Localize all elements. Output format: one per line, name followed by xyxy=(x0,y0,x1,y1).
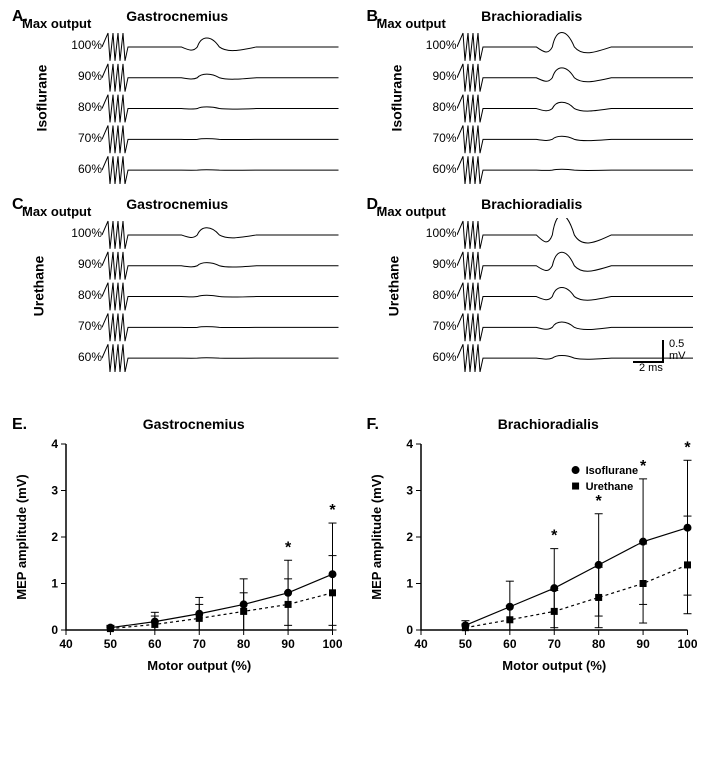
row-labels-A: Max output 100% 90% 80% 70% 60% xyxy=(42,30,102,184)
figure-root: A. Gastrocnemius Isoflurane Max output 1… xyxy=(0,0,709,758)
svg-text:*: * xyxy=(639,458,646,475)
row-label: 80% xyxy=(42,288,102,302)
row-label: 60% xyxy=(42,162,102,176)
svg-text:*: * xyxy=(329,502,336,519)
trace-svg-A xyxy=(102,30,339,184)
scalebar: 0.5 mV 2 ms xyxy=(633,340,681,374)
svg-text:Motor output (%): Motor output (%) xyxy=(147,658,251,673)
scalebar-vertical-label: 0.5 mV xyxy=(669,338,686,362)
chart-title-E: Gastrocnemius xyxy=(143,416,245,432)
panel-D: D. Brachioradialis Urethane Max output 1… xyxy=(367,196,698,376)
chart-svg-F: 0 1 2 3 4 40 50 60 70 80 90 100 Motor output (%) MEP … xyxy=(367,436,698,676)
scalebar-horizontal-label: 2 ms xyxy=(639,362,663,374)
svg-text:1: 1 xyxy=(51,577,58,591)
svg-text:3: 3 xyxy=(51,484,58,498)
chart-svg-E: 0 1 2 3 4 40 50 60 70 80 90 100 Motor output (%) MEP … xyxy=(12,436,343,676)
row-label: 90% xyxy=(42,69,102,83)
trace-svg-C xyxy=(102,218,339,372)
svg-text:4: 4 xyxy=(406,437,413,451)
svg-text:70: 70 xyxy=(193,637,207,651)
row-labels-B: Max output 100% 90% 80% 70% 60% xyxy=(397,30,457,184)
svg-text:4: 4 xyxy=(51,437,58,451)
svg-text:90: 90 xyxy=(281,637,295,651)
svg-text:MEP amplitude (mV): MEP amplitude (mV) xyxy=(14,474,29,599)
panel-letter-F: F. xyxy=(367,416,379,434)
svg-text:3: 3 xyxy=(406,484,413,498)
svg-text:Urethane: Urethane xyxy=(585,481,633,493)
svg-text:1: 1 xyxy=(406,577,413,591)
svg-text:80: 80 xyxy=(591,637,605,651)
svg-text:2: 2 xyxy=(51,530,58,544)
svg-text:*: * xyxy=(285,539,292,556)
svg-text:Isoflurane: Isoflurane xyxy=(585,465,638,477)
row-label: 60% xyxy=(397,350,457,364)
svg-text:0: 0 xyxy=(406,623,413,637)
row-label: 80% xyxy=(397,288,457,302)
row-label: 80% xyxy=(42,100,102,114)
row-label: 100% xyxy=(42,226,102,240)
svg-text:90: 90 xyxy=(636,637,650,651)
svg-text:80: 80 xyxy=(237,637,251,651)
svg-text:*: * xyxy=(551,528,558,545)
trace-svg-B xyxy=(457,30,694,184)
row-labels-C: Max output 100% 90% 80% 70% 60% xyxy=(42,218,102,372)
trace-area-B xyxy=(457,30,694,184)
chart-title-F: Brachioradialis xyxy=(498,416,599,432)
panel-title-A: Gastrocnemius xyxy=(126,8,228,24)
row-labels-D: Max output 100% 90% 80% 70% 60% xyxy=(397,218,457,372)
panel-letter-E: E. xyxy=(12,416,27,434)
row-label: 100% xyxy=(397,38,457,52)
svg-text:50: 50 xyxy=(458,637,472,651)
svg-text:60: 60 xyxy=(503,637,517,651)
svg-text:100: 100 xyxy=(322,637,342,651)
svg-text:0: 0 xyxy=(51,623,58,637)
trace-area-C xyxy=(102,218,339,372)
row-label: 70% xyxy=(42,319,102,333)
svg-text:2: 2 xyxy=(406,530,413,544)
panel-title-D: Brachioradialis xyxy=(481,196,582,212)
max-output-label-B: Max output xyxy=(377,16,467,31)
max-output-label-D: Max output xyxy=(377,204,467,219)
panel-E: E. Gastrocnemius 0 1 2 3 4 40 50 60 70 80 90 100 Mot… xyxy=(12,416,343,676)
svg-text:MEP amplitude (mV): MEP amplitude (mV) xyxy=(369,474,384,599)
row-label: 100% xyxy=(397,226,457,240)
svg-text:*: * xyxy=(595,493,602,510)
max-output-label-C: Max output xyxy=(22,204,112,219)
row-label: 70% xyxy=(42,131,102,145)
max-output-label-A: Max output xyxy=(22,16,112,31)
panel-A: A. Gastrocnemius Isoflurane Max output 1… xyxy=(12,8,343,188)
row-label: 90% xyxy=(397,69,457,83)
row-label: 60% xyxy=(42,350,102,364)
panel-title-C: Gastrocnemius xyxy=(126,196,228,212)
row-label: 90% xyxy=(42,257,102,271)
figure-grid: A. Gastrocnemius Isoflurane Max output 1… xyxy=(12,8,697,746)
svg-text:40: 40 xyxy=(414,637,428,651)
trace-area-A xyxy=(102,30,339,184)
svg-text:70: 70 xyxy=(547,637,561,651)
row-label: 70% xyxy=(397,319,457,333)
svg-text:100: 100 xyxy=(677,637,697,651)
panel-C: C. Gastrocnemius Urethane Max output 100… xyxy=(12,196,343,376)
row-label: 80% xyxy=(397,100,457,114)
panel-title-B: Brachioradialis xyxy=(481,8,582,24)
svg-text:*: * xyxy=(684,439,691,456)
row-label: 70% xyxy=(397,131,457,145)
row-label: 90% xyxy=(397,257,457,271)
row-label: 100% xyxy=(42,38,102,52)
panel-B: B. Brachioradialis Isoflurane Max output… xyxy=(367,8,698,188)
svg-text:40: 40 xyxy=(59,637,73,651)
svg-text:Motor output (%): Motor output (%) xyxy=(502,658,606,673)
row-label: 60% xyxy=(397,162,457,176)
panel-F: F. Brachioradialis 0 1 2 3 4 40 50 60 70 80 90 100 M… xyxy=(367,416,698,676)
svg-text:60: 60 xyxy=(148,637,162,651)
svg-text:50: 50 xyxy=(104,637,118,651)
